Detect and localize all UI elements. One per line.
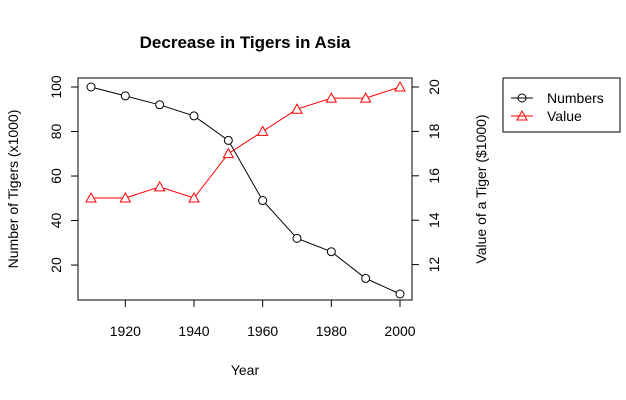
y-right-tick-label: 14 bbox=[426, 212, 442, 228]
point-value bbox=[394, 80, 406, 92]
point-numbers bbox=[223, 135, 233, 145]
y-left-tick-label: 80 bbox=[48, 124, 64, 140]
point-numbers bbox=[155, 100, 165, 110]
x-tick-label: 1940 bbox=[178, 323, 209, 339]
x-tick-label: 1980 bbox=[316, 323, 347, 339]
point-numbers bbox=[292, 233, 302, 243]
legend-numbers-marker bbox=[517, 93, 527, 103]
point-numbers bbox=[120, 91, 130, 101]
point-value bbox=[325, 92, 338, 103]
y-axis-left-label: Number of Tigers (x1000) bbox=[5, 110, 21, 269]
point-value bbox=[85, 191, 97, 203]
point-value bbox=[359, 92, 372, 103]
legend-value-label: Value bbox=[547, 108, 582, 124]
point-numbers bbox=[86, 82, 96, 92]
x-tick-label: 1960 bbox=[247, 323, 278, 339]
series-line-value bbox=[91, 86, 401, 199]
legend: Numbers Value bbox=[502, 77, 621, 133]
legend-numbers-label: Numbers bbox=[547, 90, 604, 106]
point-value bbox=[222, 147, 235, 159]
plot-frame bbox=[77, 77, 413, 301]
x-axis: 1920 1940 1960 1980 2000 bbox=[110, 300, 416, 339]
point-numbers bbox=[361, 273, 371, 283]
y-left-tick-label: 60 bbox=[48, 168, 64, 184]
legend-box bbox=[502, 77, 621, 133]
x-tick-label: 2000 bbox=[384, 323, 415, 339]
point-numbers bbox=[395, 289, 405, 299]
point-numbers bbox=[258, 196, 268, 206]
point-value bbox=[188, 191, 200, 203]
y-left-tick-label: 20 bbox=[48, 257, 64, 273]
y-right-tick-label: 12 bbox=[426, 257, 442, 273]
y-right-tick-label: 18 bbox=[426, 123, 442, 139]
chart-title: Decrease in Tigers in Asia bbox=[140, 33, 351, 52]
series-layer bbox=[85, 80, 406, 299]
point-numbers bbox=[326, 247, 336, 257]
y-axis-right: 12 14 16 18 20 bbox=[412, 79, 442, 272]
legend-value-marker bbox=[516, 109, 528, 121]
x-tick-label: 1920 bbox=[110, 323, 141, 339]
point-value bbox=[256, 125, 269, 136]
y-left-tick-label: 40 bbox=[48, 213, 64, 229]
point-value bbox=[291, 103, 303, 114]
y-left-tick-label: 100 bbox=[48, 75, 64, 99]
x-axis-label: Year bbox=[231, 362, 260, 378]
point-value bbox=[119, 191, 132, 203]
series-line-numbers bbox=[90, 86, 401, 295]
y-right-tick-label: 16 bbox=[426, 168, 442, 184]
point-numbers bbox=[189, 111, 199, 121]
y-right-tick-label: 20 bbox=[426, 79, 442, 95]
point-value bbox=[153, 180, 166, 192]
y-axis-right-label: Value of a Tiger ($1000) bbox=[473, 114, 489, 263]
y-axis-left: 20 40 60 80 100 bbox=[48, 75, 78, 273]
